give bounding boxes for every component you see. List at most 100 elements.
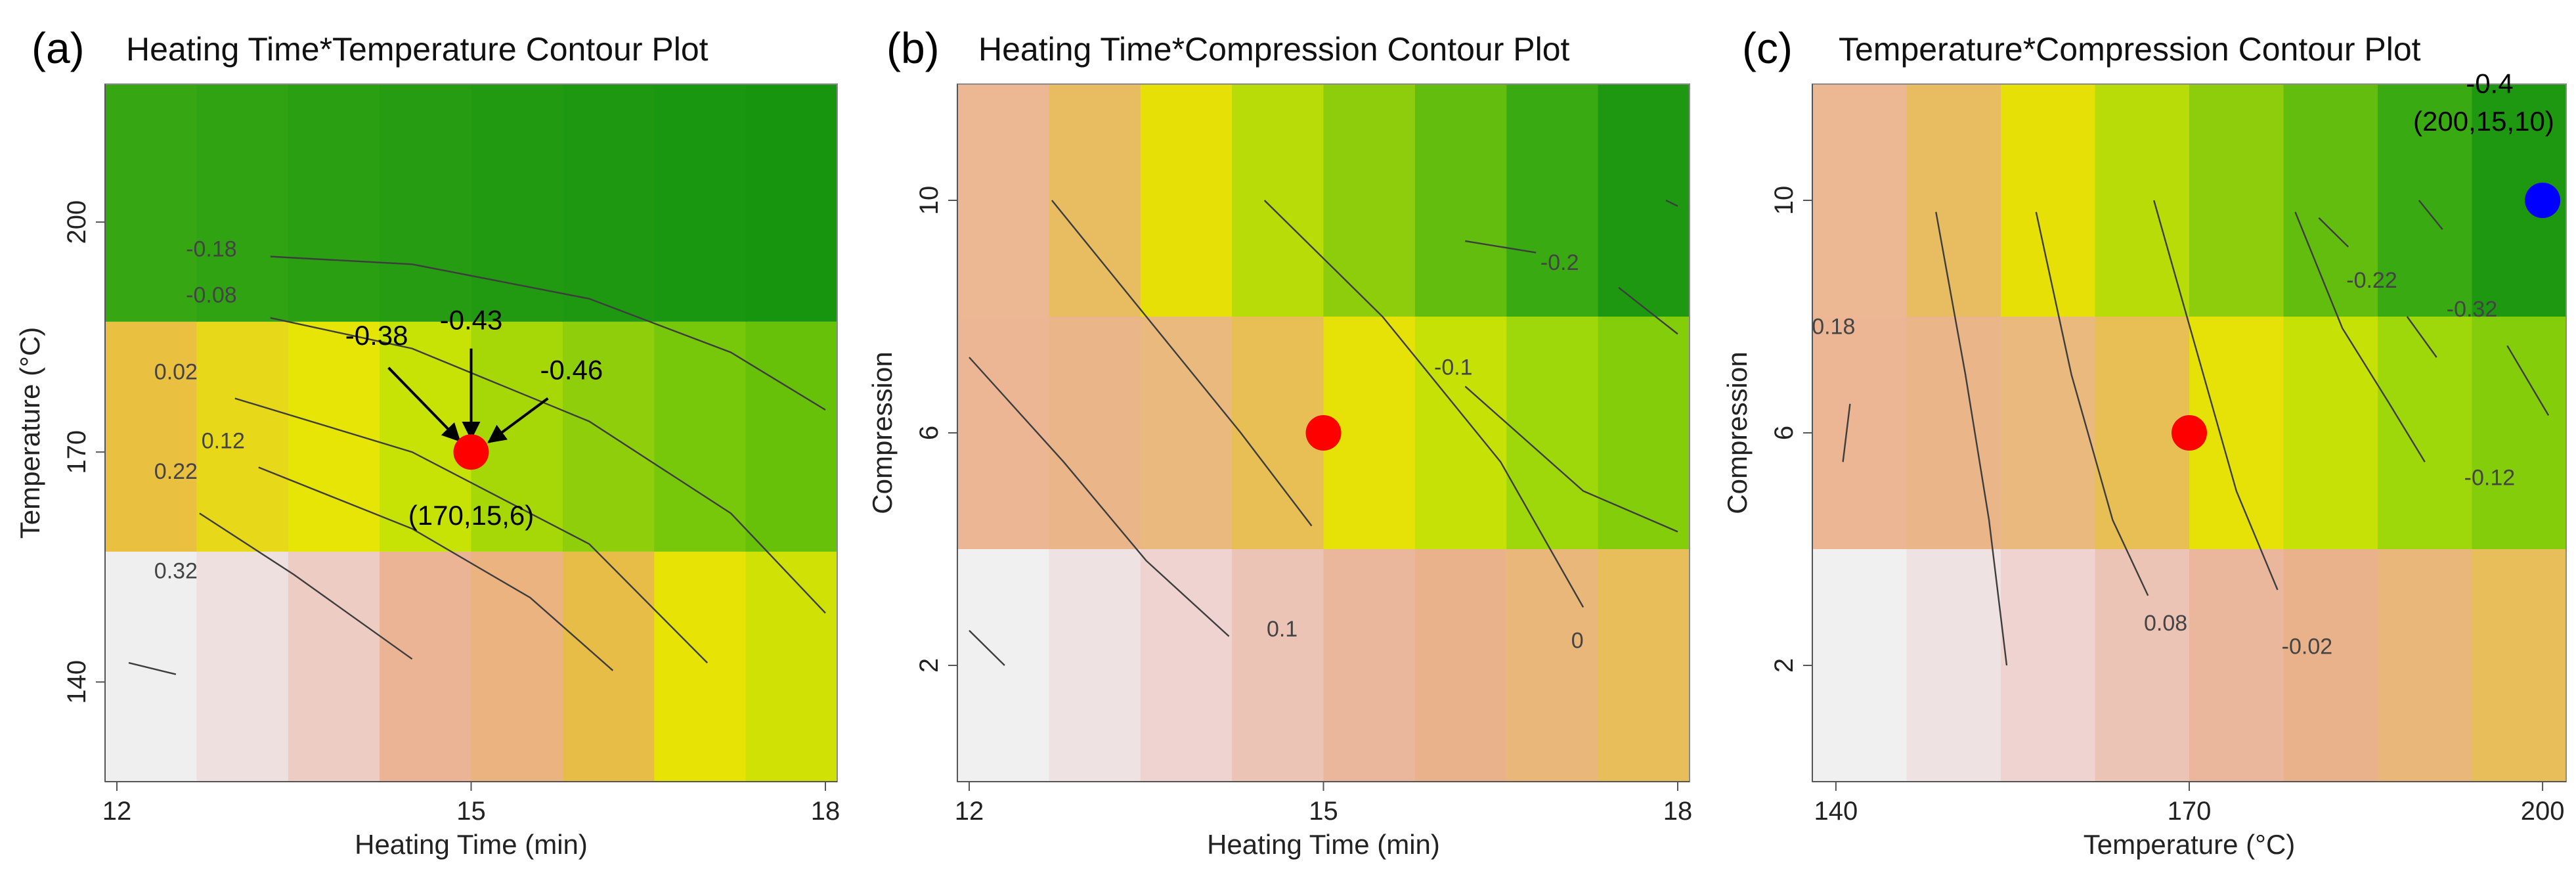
heatmap-cell: [105, 321, 198, 552]
panel-b: 0.1 0 -0.1 -0.2 12 15 18 2 6 10 Heating Time (min)…: [867, 24, 1692, 860]
contour-label: -0.22: [2346, 268, 2397, 293]
contour-label: -0.1: [1434, 355, 1473, 380]
heatmap-cell: [1506, 549, 1599, 782]
heatmap-cell: [2189, 84, 2284, 317]
heatmap-cell: [1812, 317, 1908, 549]
heatmap-cell: [1598, 549, 1690, 782]
heatmap-cell: [2378, 549, 2473, 782]
contour-line: [1618, 286, 1678, 335]
contour-label: 0.02: [154, 359, 198, 384]
contour-label: -0.08: [186, 283, 237, 308]
chart-title: Heating Time*Compression Contour Plot: [978, 31, 1570, 68]
point-label: (170,15,6): [408, 500, 534, 531]
x-tick-label: 15: [1309, 797, 1338, 826]
heatmap-cell: [196, 84, 289, 322]
heatmap-cell: [471, 321, 563, 552]
contour-label: 0.1: [1267, 617, 1298, 642]
contour-line: [270, 256, 826, 411]
heatmap-cell: [1812, 549, 1908, 782]
y-tick-label: 10: [915, 186, 944, 215]
heatmap-cell: [471, 551, 563, 782]
heatmap-cell: [1049, 84, 1141, 317]
heatmap-cell: [288, 551, 381, 782]
heatmap-cell: [1140, 84, 1233, 317]
contour-line: [128, 661, 177, 675]
data-point: [453, 434, 489, 470]
contour-line: [258, 466, 614, 671]
contour-label: -0.12: [2464, 466, 2516, 491]
heatmap-cell: [1049, 317, 1141, 549]
heatmap-cell: [2378, 317, 2473, 549]
heatmap-cell: [471, 84, 563, 322]
heatmap-cell: [654, 84, 747, 322]
contour-line: [1464, 386, 1678, 533]
x-axis-title: Temperature (°C): [2084, 829, 2296, 860]
chart-title: Heating Time*Temperature Contour Plot: [126, 31, 709, 68]
heatmap-cell: [957, 317, 1050, 549]
y-tick-label: 140: [62, 660, 91, 704]
contour-lines: 0.1 0 -0.1 -0.2: [969, 199, 1678, 666]
contour-line: [2035, 212, 2149, 596]
heatmap-cell: [745, 321, 838, 552]
heatmap-cell: [654, 551, 747, 782]
heatmap-cell: [380, 84, 472, 322]
heatmap-cell: [2283, 84, 2378, 317]
heatmap-bands: [105, 84, 838, 782]
panel-label: (a): [32, 24, 85, 72]
heatmap-cell: [196, 551, 289, 782]
x-tick-label: 12: [955, 797, 984, 826]
y-axis-title: Temperature (°C): [14, 327, 45, 539]
point-value-label: -0.4: [2466, 68, 2513, 99]
annotation-label: -0.43: [440, 305, 503, 336]
heatmap-cell: [957, 84, 1050, 317]
data-point: [2525, 183, 2561, 218]
contour-line: [199, 512, 413, 660]
heatmap-cell: [288, 84, 381, 322]
contour-line: [2418, 200, 2443, 231]
heatmap-cell: [562, 84, 655, 322]
heatmap-cell: [745, 551, 838, 782]
heatmap-cell: [1414, 84, 1508, 317]
heatmap-cell: [2001, 84, 2096, 317]
heatmap-cell: [2095, 84, 2190, 317]
contour-lines: 0.32 0.220.12 0.02 -0.08 -0.18: [128, 237, 826, 675]
heatmap-cell: [1232, 549, 1324, 782]
heatmap-cell: [288, 321, 381, 552]
x-tick-label: 15: [456, 797, 486, 826]
annotation-label: -0.46: [540, 354, 603, 385]
heatmap-cell: [196, 321, 289, 552]
heatmap-cell: [1506, 317, 1599, 549]
contour-line: [234, 397, 709, 663]
x-tick-label: 140: [1814, 797, 1858, 826]
heatmap-cell: [1506, 84, 1599, 317]
heatmap-cell: [1140, 317, 1233, 549]
y-tick-label: 6: [1770, 426, 1799, 440]
heatmap-cell: [2283, 317, 2378, 549]
heatmap-cell: [2189, 549, 2284, 782]
annotation-label: -0.38: [345, 320, 408, 351]
contour-line: [1465, 240, 1537, 254]
heatmap-cell: [2472, 317, 2567, 549]
heatmap-cell: [1323, 549, 1416, 782]
y-tick-label: 170: [62, 430, 91, 474]
heatmap-cell: [745, 84, 838, 322]
heatmap-cell: [1906, 84, 2001, 317]
contour-line: [1665, 199, 1678, 207]
heatmap-cell: [380, 551, 472, 782]
contour-line: [2406, 316, 2437, 358]
heatmap-cell: [1414, 549, 1508, 782]
heatmap-cell: [1323, 84, 1416, 317]
heatmap-cell: [1049, 549, 1141, 782]
contour-label: -0.18: [186, 237, 237, 262]
heatmap-cell: [2001, 549, 2096, 782]
data-point: [1305, 415, 1342, 451]
heatmap-cell: [2001, 317, 2096, 549]
contour-line: [1051, 200, 1313, 527]
contour-label: -0.02: [2282, 634, 2333, 659]
heatmap-bands: [957, 84, 1690, 782]
contour-line: [969, 630, 1005, 666]
contour-label: 0.22: [154, 459, 198, 484]
heatmap-cell: [1414, 317, 1508, 549]
heatmap-cell: [2283, 549, 2378, 782]
heatmap-cell: [105, 551, 198, 782]
